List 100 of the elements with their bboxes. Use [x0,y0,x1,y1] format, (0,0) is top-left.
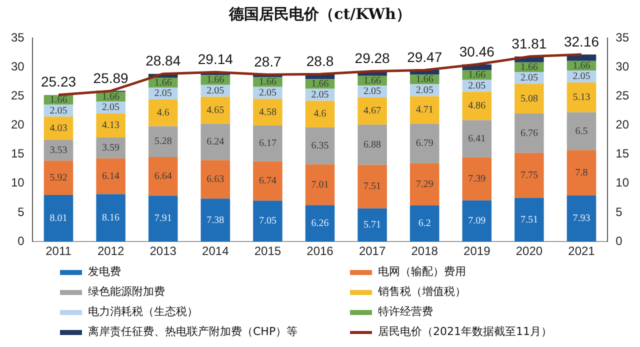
bar [566,112,596,150]
data-label: 1.66 [416,74,434,86]
data-label: 28.7 [254,54,282,70]
bar [358,98,387,125]
y-tick-label: 15 [10,146,25,161]
data-label: 7.29 [416,178,434,190]
data-label: 5.28 [154,136,172,148]
data-label: 7.51 [364,181,382,192]
y2-tick-label: 15 [616,146,630,161]
data-label: 4.86 [468,100,486,112]
data-label: 5.71 [364,220,382,231]
bar [96,138,126,158]
data-label: 8.16 [102,212,120,224]
bar [253,125,282,162]
bar [44,195,74,242]
bar [305,164,335,206]
x-tick-label: 2015 [254,244,282,258]
data-label: 7.93 [572,213,590,224]
bar [200,160,230,199]
data-label: 6.5 [575,126,588,137]
data-label: 4.71 [416,104,434,116]
x-tick-label: 2011 [46,244,72,258]
data-label: 7.8 [575,167,588,178]
x-tick-label: 2014 [202,244,230,258]
bar [358,208,387,242]
data-label: 7.05 [258,216,276,227]
y-tick-label: 35 [10,30,25,44]
data-label: 5.92 [50,172,68,184]
bar [305,100,335,128]
bar [514,152,544,198]
data-label: 7.09 [468,216,486,227]
data-label: 2.05 [258,88,276,99]
bar [148,196,178,242]
x-tick-label: 2016 [306,244,334,258]
legend-label: 电力消耗税（生态税） [88,304,198,320]
data-label: 7.91 [154,213,172,224]
data-label: 4.67 [364,106,382,117]
bar [96,158,126,194]
x-tick-label: 2018 [411,244,438,258]
data-label: 2.05 [468,80,486,92]
bar [462,120,492,158]
data-label: 1.66 [311,78,329,90]
x-tick-label: 2017 [358,244,386,258]
data-label: 2.05 [311,89,329,100]
data-label: 8.01 [50,212,68,224]
data-label: 6.79 [416,138,434,150]
data-label: 2.05 [364,86,382,98]
data-label: 6.74 [258,176,276,187]
legend-label: 离岸责任征费、热电联产附加费（CHP）等 [88,324,298,340]
legend-label: 特许经营费 [378,304,433,320]
bar [253,98,282,126]
bar [462,157,492,200]
bar [410,124,440,164]
y2-tick-label: 0 [616,234,623,248]
bar [200,96,230,124]
data-label: 7.38 [206,214,224,226]
legend-label: 绿色能源附加费 [88,284,165,300]
bar [514,198,544,242]
bar [462,92,492,120]
legend-label: 电网（输配）费用 [378,264,466,280]
legend-label: 发电费 [88,264,121,280]
data-label: 1.66 [468,70,486,81]
y2-tick-label: 35 [616,30,630,44]
data-label: 3.53 [50,144,68,156]
bar [410,163,440,206]
data-label: 6.88 [364,139,382,150]
data-label: 4.6 [156,107,170,118]
bar [305,205,335,242]
legend-label: 居民电价（2021年数据截至11月） [378,324,552,340]
bar [148,99,178,126]
x-tick-label: 2020 [516,244,543,258]
data-label: 31.81 [512,35,547,52]
data-label: 1.66 [258,76,276,88]
data-label: 6.24 [206,136,224,148]
data-label: 6.2 [418,218,431,230]
data-label: 4.65 [206,104,224,116]
bar [514,84,544,114]
data-label: 6.64 [154,170,172,182]
bar [410,206,440,242]
bar [96,194,126,242]
data-label: 2.05 [520,72,538,84]
bar [358,164,387,208]
x-tick-label: 2021 [568,244,596,258]
y-tick-label: 20 [10,118,25,132]
bar [410,96,440,124]
data-label: 29.28 [354,50,390,66]
data-label: 2.05 [102,102,120,114]
data-label: 7.01 [311,179,329,190]
y-tick-label: 5 [18,204,25,219]
bar [462,200,492,242]
data-label: 25.89 [93,70,129,86]
bar [148,156,178,196]
data-label: 6.26 [311,218,329,230]
bar [44,116,74,140]
y2-tick-label: 5 [616,204,623,219]
y-tick-label: 10 [10,176,25,190]
data-label: 28.84 [146,52,181,69]
bar [200,124,230,160]
bar [305,127,335,164]
data-label: 4.03 [50,122,68,134]
